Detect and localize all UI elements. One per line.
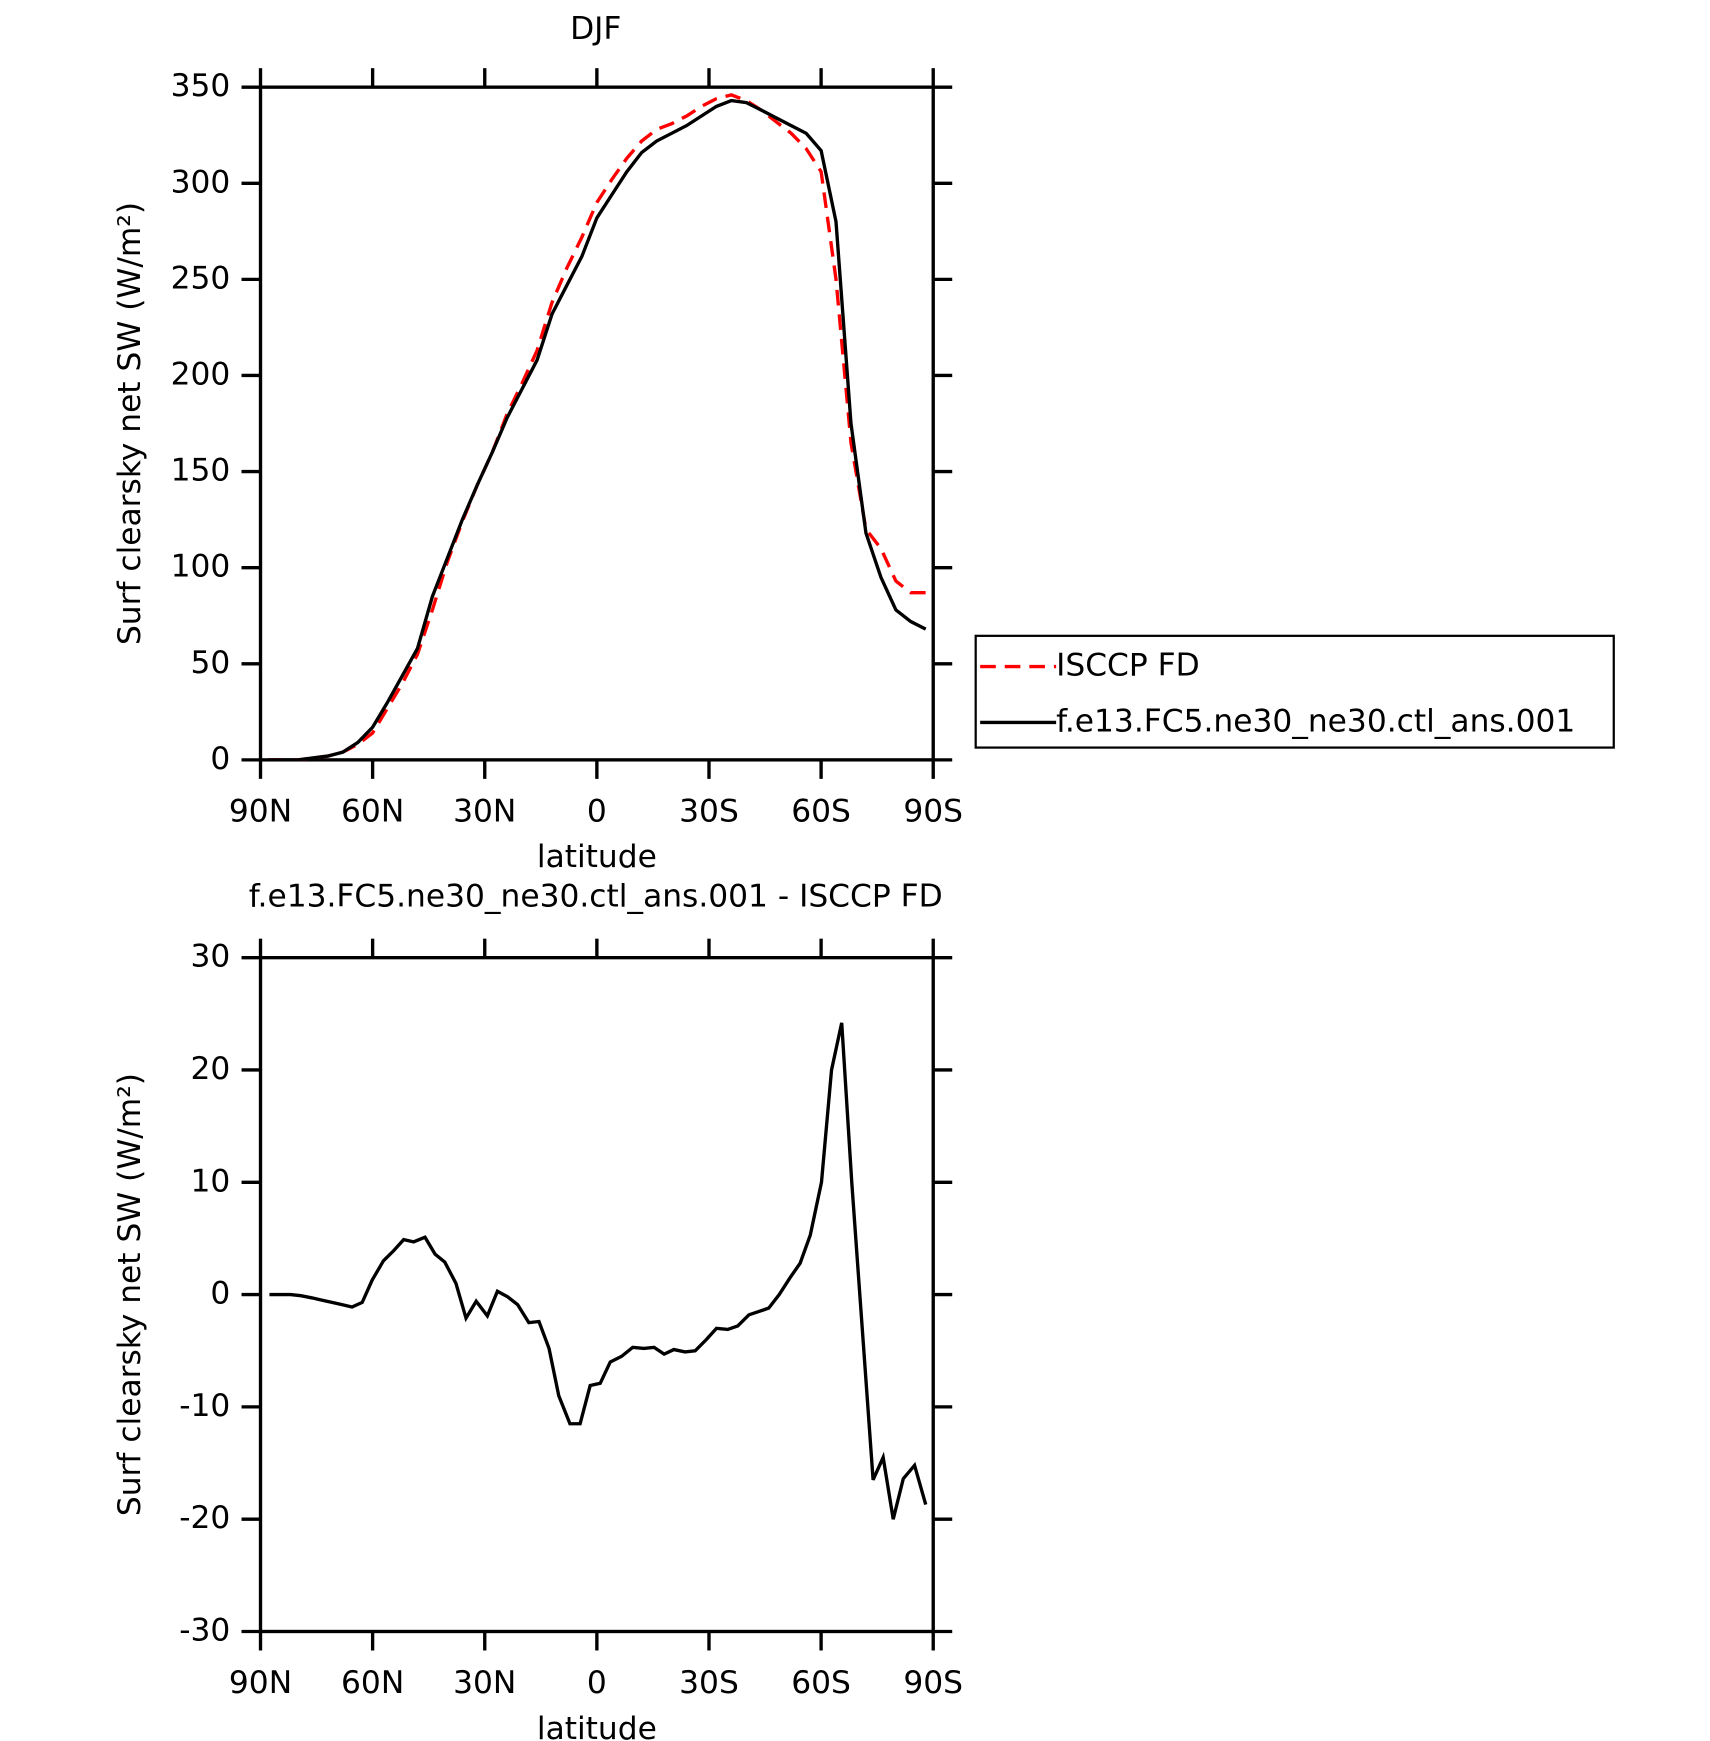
- x-tick-label: 90N: [229, 1665, 292, 1701]
- x-tick-label: 60S: [791, 793, 851, 829]
- y-axis-label: Surf clearsky net SW (W/m²): [112, 1073, 148, 1516]
- y-tick-label: 350: [171, 68, 231, 104]
- chart-title: f.e13.FC5.ne30_ne30.ctl_ans.001 - ISCCP …: [249, 878, 943, 914]
- x-tick-label: 90S: [903, 1665, 963, 1701]
- y-tick-label: -30: [179, 1612, 230, 1648]
- legend-box: [974, 634, 1615, 749]
- x-axis-label: latitude: [537, 839, 657, 875]
- legend-label: ISCCP FD: [1056, 648, 1200, 684]
- line-series: [267, 93, 926, 762]
- x-tick-label: 30N: [453, 1665, 516, 1701]
- y-tick-label: -20: [179, 1500, 230, 1536]
- x-tick-label: 30S: [679, 1665, 739, 1701]
- y-tick-label: 20: [191, 1051, 231, 1087]
- x-tick-label: 60S: [791, 1665, 851, 1701]
- line-series: [269, 1022, 928, 1520]
- x-tick-label: 60N: [341, 1665, 404, 1701]
- chart-title: DJF: [570, 11, 621, 47]
- x-tick-label: 0: [587, 1665, 607, 1701]
- y-tick-label: 10: [191, 1163, 231, 1199]
- x-tick-label: 30S: [679, 793, 739, 829]
- plot-frame: [258, 85, 935, 762]
- y-tick-label: 300: [171, 164, 231, 200]
- y-tick-label: 0: [210, 741, 230, 777]
- y-axis-label: Surf clearsky net SW (W/m²): [112, 202, 148, 645]
- x-tick-label: 30N: [453, 793, 516, 829]
- y-tick-label: -10: [179, 1388, 230, 1424]
- x-tick-label: 90N: [229, 793, 292, 829]
- x-tick-label: 60N: [341, 793, 404, 829]
- legend-label: f.e13.FC5.ne30_ne30.ctl_ans.001: [1056, 703, 1575, 739]
- y-tick-label: 100: [171, 549, 231, 585]
- y-tick-label: 150: [171, 453, 231, 489]
- y-tick-label: 200: [171, 356, 231, 392]
- y-tick-label: 0: [210, 1276, 230, 1312]
- line-series: [267, 98, 927, 762]
- y-tick-label: 250: [171, 260, 231, 296]
- y-tick-label: 50: [191, 645, 231, 681]
- x-tick-label: 0: [587, 793, 607, 829]
- y-tick-label: 30: [191, 939, 231, 975]
- x-tick-label: 90S: [903, 793, 963, 829]
- x-axis-label: latitude: [537, 1711, 657, 1741]
